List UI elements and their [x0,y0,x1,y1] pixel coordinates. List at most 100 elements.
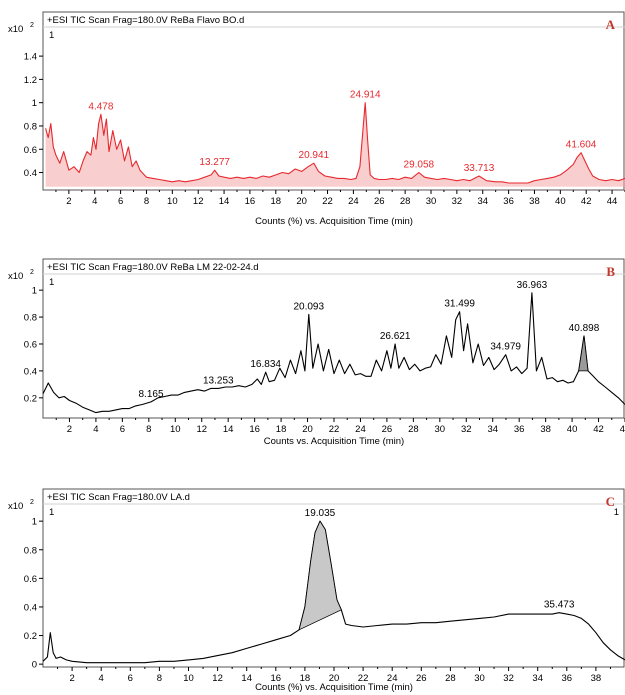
series-line [45,102,625,184]
series-area [45,102,625,187]
y-multiplier: x10 [8,271,23,282]
x-tick-label: 18 [271,196,282,207]
panel-letter: A [606,17,616,32]
x-tick-label: 26 [382,424,393,435]
x-tick-label: 42 [581,196,592,207]
x-tick-label: 18 [300,673,311,684]
y-tick-label: 0.6 [24,339,37,350]
x-tick-label: 28 [445,673,456,684]
y-tick-label: 0.6 [24,145,37,156]
x-axis-label: Counts (%) vs. Acquisition Time (min) [255,216,413,227]
panel-letter: C [606,494,615,509]
y-multiplier: x10 [8,501,23,512]
x-tick-label: 28 [408,424,419,435]
integrated-peak [298,520,342,631]
y-tick-label: 0.4 [24,366,37,377]
x-tick-label: 34 [532,673,543,684]
peak-label: 20.941 [299,150,330,161]
peak-label: 16.834 [250,359,281,370]
x-tick-label: 12 [193,196,204,207]
peak-label: 4.478 [88,101,113,112]
x-tick-label: 4 [99,673,104,684]
x-tick-label: 8 [146,424,151,435]
series-line [42,292,625,414]
y-tick-label: 0.6 [24,574,37,585]
trace-label: 1 [49,30,54,41]
trace-label: 1 [49,507,54,518]
y-tick-label: 0.4 [24,602,37,613]
y-tick-label: 0.8 [24,121,37,132]
x-tick-label: 32 [503,673,514,684]
peak-label: 29.058 [404,160,435,171]
chart-panel-b: +ESI TIC Scan Frag=180.0V ReBa LM 22-02-… [8,258,625,447]
x-tick-label: 2 [67,424,72,435]
y-tick-label: 0.4 [24,168,37,179]
peak-label: 33.713 [464,163,495,174]
x-tick-label: 26 [374,196,385,207]
peak-label: 31.499 [444,299,475,310]
x-tick-label: 6 [118,196,123,207]
y-tick-label: 1.2 [24,75,37,86]
x-tick-label: 4 [93,424,98,435]
y-tick-label: 1 [32,517,37,528]
x-tick-label: 42 [593,424,604,435]
x-tick-label: 12 [196,424,207,435]
x-tick-label: 32 [461,424,472,435]
integrated-peak [578,335,589,372]
x-tick-label: 10 [167,196,178,207]
x-tick-label: 22 [358,673,369,684]
x-tick-label: 36 [562,673,573,684]
y-tick-label: 1.4 [24,52,37,63]
x-tick-label: 38 [540,424,551,435]
y-tick-label: 0.2 [24,631,37,642]
x-tick-label: 34 [477,196,488,207]
x-tick-label: 14 [223,424,234,435]
panel-header: +ESI TIC Scan Frag=180.0V ReBa Flavo BO.… [47,15,244,26]
peak-label: 19.035 [305,508,336,519]
x-tick-label: 24 [348,196,359,207]
x-tick-label: 28 [400,196,411,207]
peak-label: 24.914 [350,90,381,101]
peak-label: 40.898 [569,323,600,334]
x-tick-label: 12 [212,673,223,684]
x-tick-label: 2 [66,196,71,207]
x-tick-label: 36 [503,196,514,207]
plot-frame [42,11,625,191]
x-tick-label: 16 [249,424,260,435]
chart-panel-a: +ESI TIC Scan Frag=180.0V ReBa Flavo BO.… [8,11,625,227]
x-tick-label: 2 [69,673,74,684]
x-tick-label: 32 [452,196,463,207]
x-tick-label: 34 [487,424,498,435]
x-tick-label: 8 [157,673,162,684]
x-tick-label: 44 [620,424,625,435]
y-tick-label: 0.8 [24,313,37,324]
x-tick-label: 26 [416,673,427,684]
peak-label: 41.604 [566,140,597,151]
x-tick-label: 14 [241,673,252,684]
panel-header: +ESI TIC Scan Frag=180.0V LA.d [47,492,190,503]
x-tick-label: 22 [329,424,340,435]
x-tick-label: 4 [92,196,97,207]
y-tick-label: 0.8 [24,545,37,556]
x-tick-label: 20 [302,424,313,435]
x-tick-label: 18 [276,424,287,435]
y-exponent: 2 [30,22,34,29]
trace-label: 1 [49,277,54,288]
x-axis-label: Counts (%) vs. Acquisition Time (min) [255,682,413,693]
y-tick-label: 1 [32,286,37,297]
x-tick-label: 38 [591,673,602,684]
x-tick-label: 24 [355,424,366,435]
panel-header: +ESI TIC Scan Frag=180.0V ReBa LM 22-02-… [47,262,259,273]
peak-label: 36.963 [517,280,548,291]
peak-label: 35.473 [544,600,575,611]
x-tick-label: 8 [144,196,149,207]
x-tick-label: 40 [555,196,566,207]
trace-label-right: 1 [614,507,619,518]
x-tick-label: 6 [128,673,133,684]
x-tick-label: 20 [329,673,340,684]
x-tick-label: 44 [607,196,618,207]
x-tick-label: 40 [567,424,578,435]
x-tick-label: 16 [245,196,256,207]
peak-label: 34.979 [490,342,521,353]
